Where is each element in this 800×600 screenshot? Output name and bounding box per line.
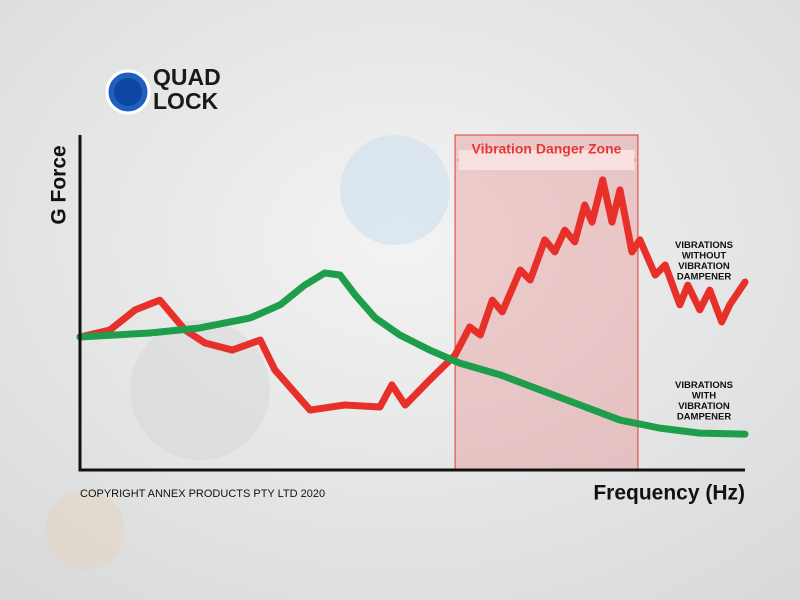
logo: QUAD LOCK <box>105 64 221 115</box>
zone-label-bg <box>458 150 635 170</box>
series-line <box>76 176 749 414</box>
bg-shape <box>130 320 270 460</box>
bg-shape <box>45 490 125 570</box>
logo-icon <box>114 78 142 106</box>
series-line <box>76 269 749 438</box>
zone-label: Vibration Danger Zone <box>472 141 622 157</box>
logo-text: LOCK <box>153 88 219 114</box>
series-label: VIBRATIONS WITH VIBRATION DAMPENER <box>675 380 733 423</box>
series-label: VIBRATIONS WITHOUT VIBRATION DAMPENER <box>675 240 733 283</box>
x-axis-label: Frequency (Hz) <box>593 482 745 505</box>
bg-shape <box>340 135 450 245</box>
copyright: COPYRIGHT ANNEX PRODUCTS PTY LTD 2020 <box>80 488 325 500</box>
y-axis-label: G Force <box>48 145 71 224</box>
plot: Vibration Danger Zone VIBRATIONS WITHOUT VI… <box>48 134 749 505</box>
logo-text: QUAD <box>153 64 221 90</box>
